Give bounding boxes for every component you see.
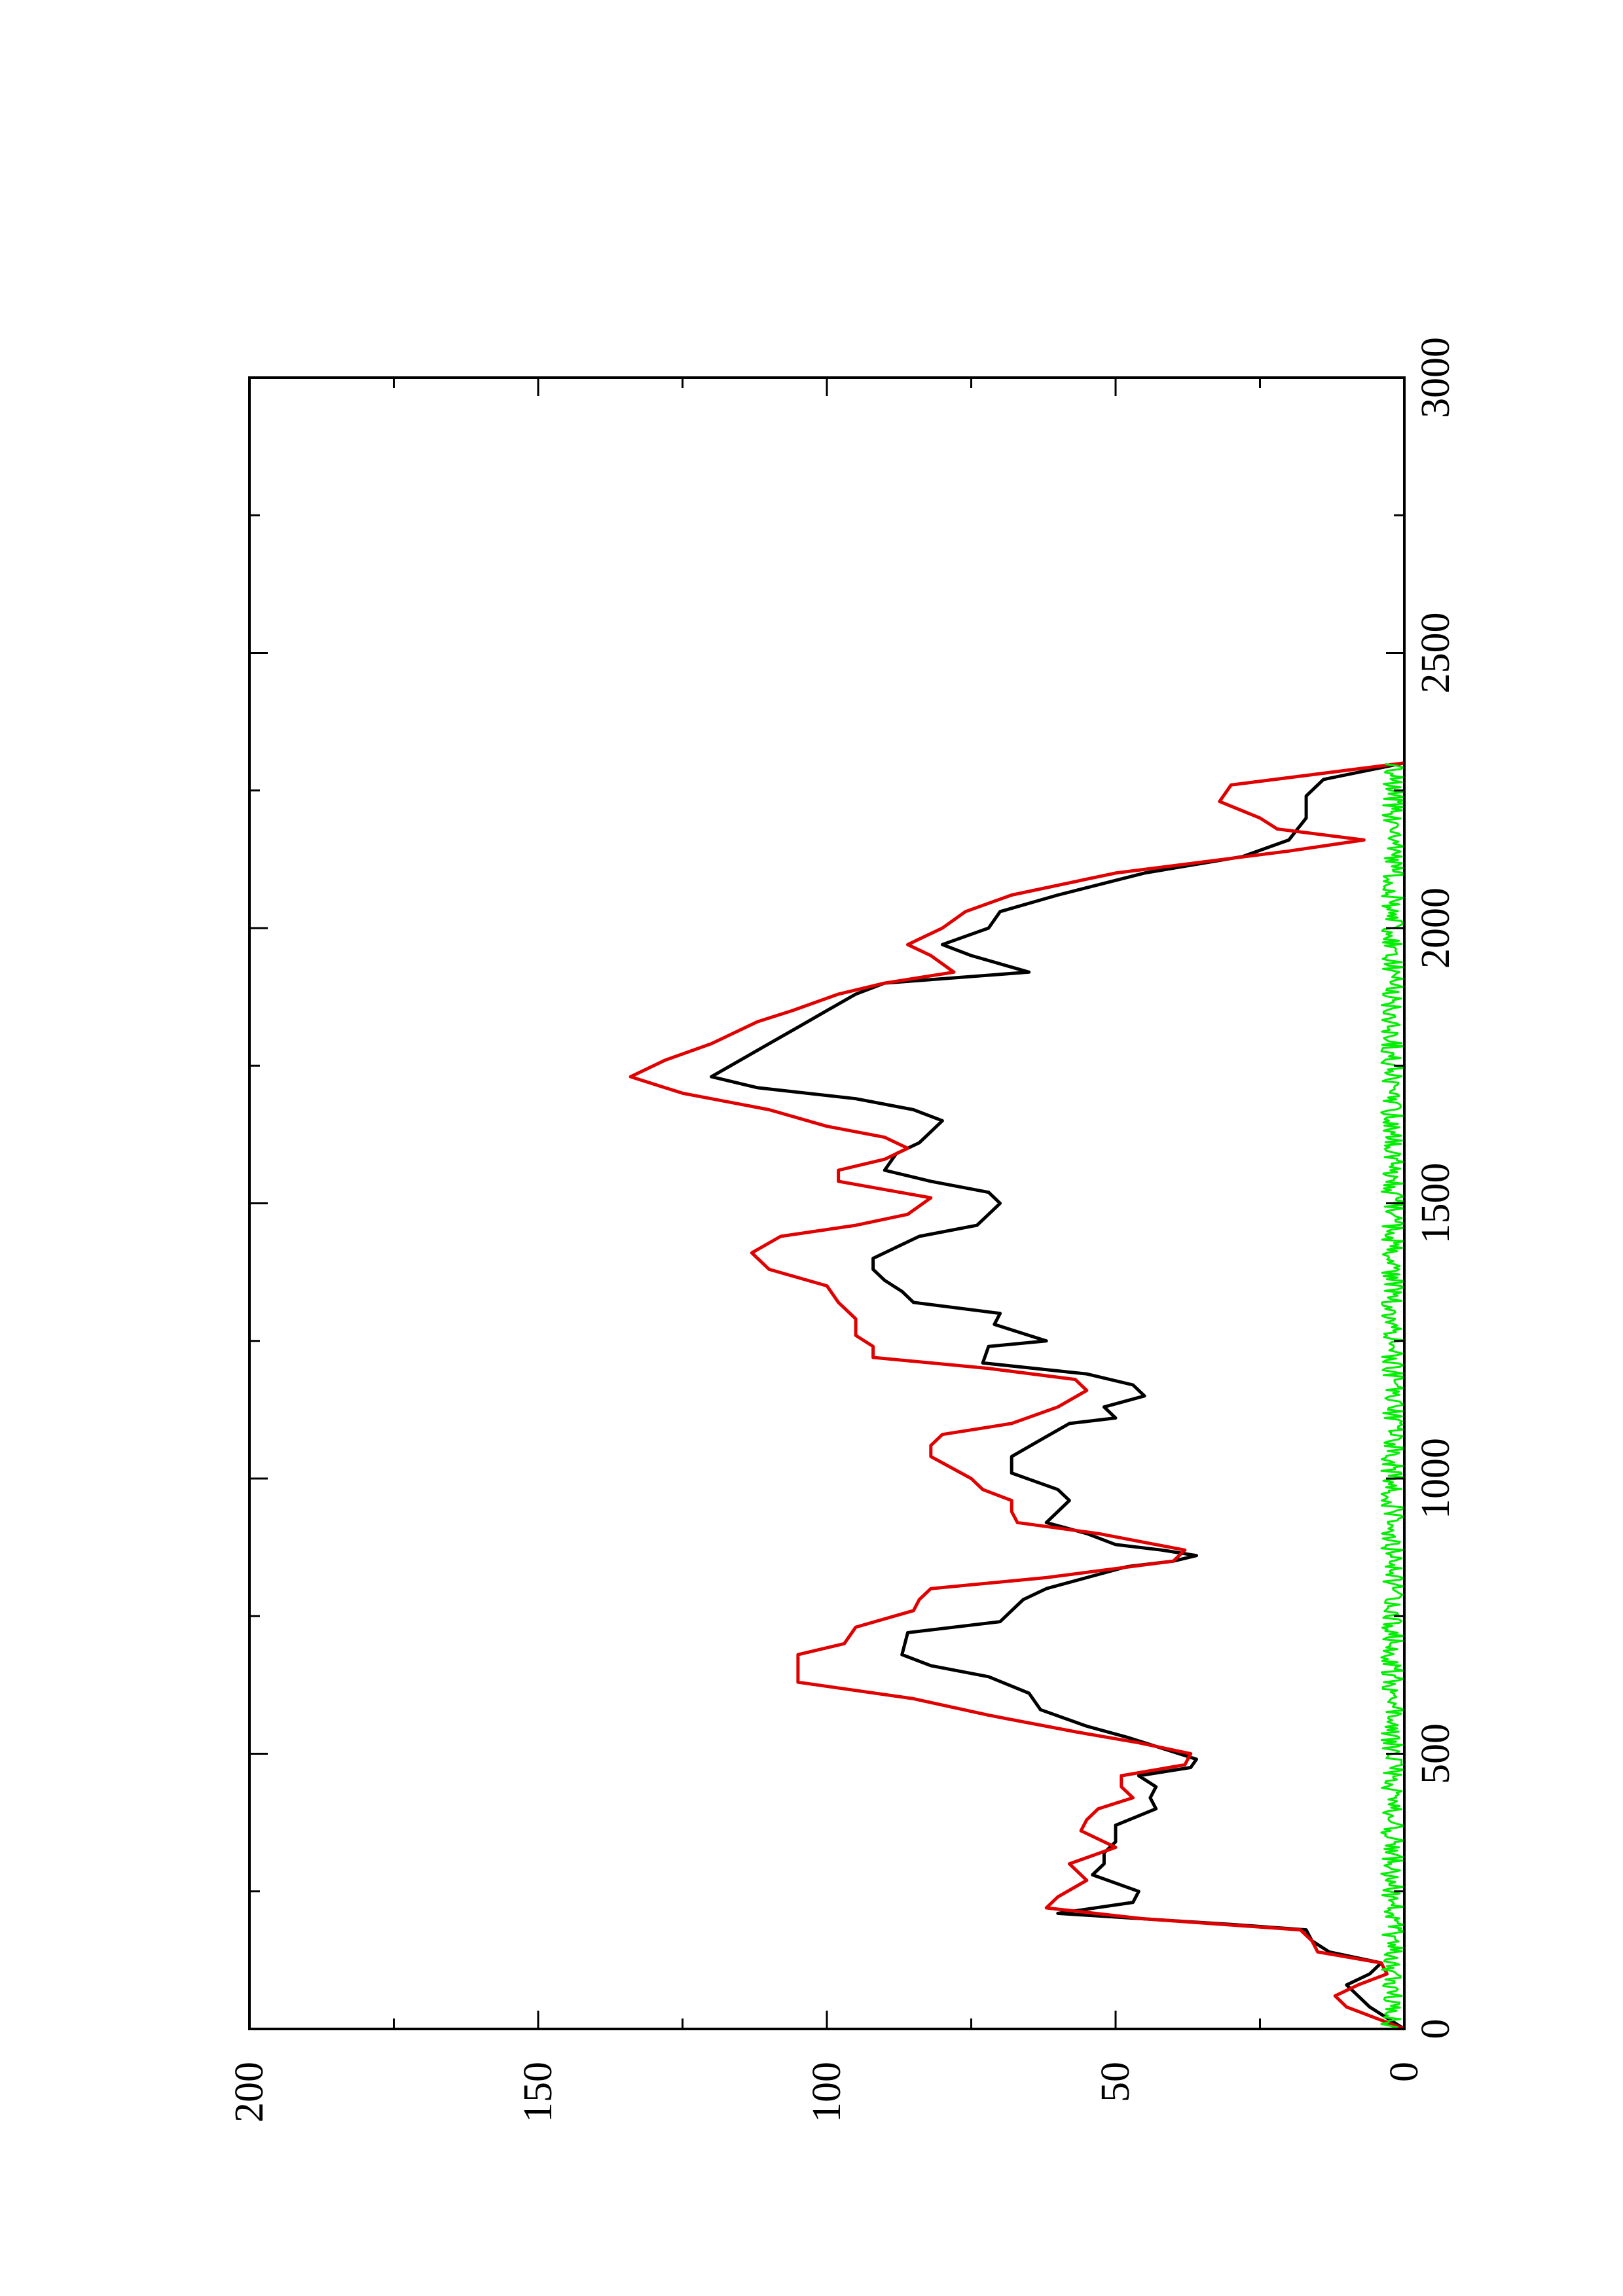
x-tick-marks [249,376,1404,2030]
plot-frame [248,376,1406,2030]
series-line-1 [710,761,1406,2031]
x-tick-label: 2500 [1413,613,1458,694]
y-tick-labels: 0 50 100 150 200 [227,2062,1427,2123]
y-tick-marks [248,378,1406,2029]
x-tick-label: 0 [1413,2019,1458,2039]
y-tick-label: 0 [1382,2062,1427,2082]
x-tick-label: 500 [1413,1723,1458,1784]
y-tick-label: 50 [1093,2062,1138,2102]
y-tick-label: 100 [805,2062,849,2123]
x-tick-label: 1500 [1413,1163,1458,1244]
series-line-3 [1380,762,1406,2030]
x-tick-label: 2000 [1413,888,1458,969]
plot-area [248,376,1406,2031]
x-tick-labels: 0 500 1000 1500 2000 2500 3000 [1413,337,1458,2039]
y-tick-label: 200 [227,2062,272,2123]
x-tick-label: 1000 [1413,1438,1458,1519]
series-line-2 [629,761,1405,2031]
x-tick-label: 3000 [1413,337,1458,418]
y-tick-label: 150 [516,2062,560,2123]
